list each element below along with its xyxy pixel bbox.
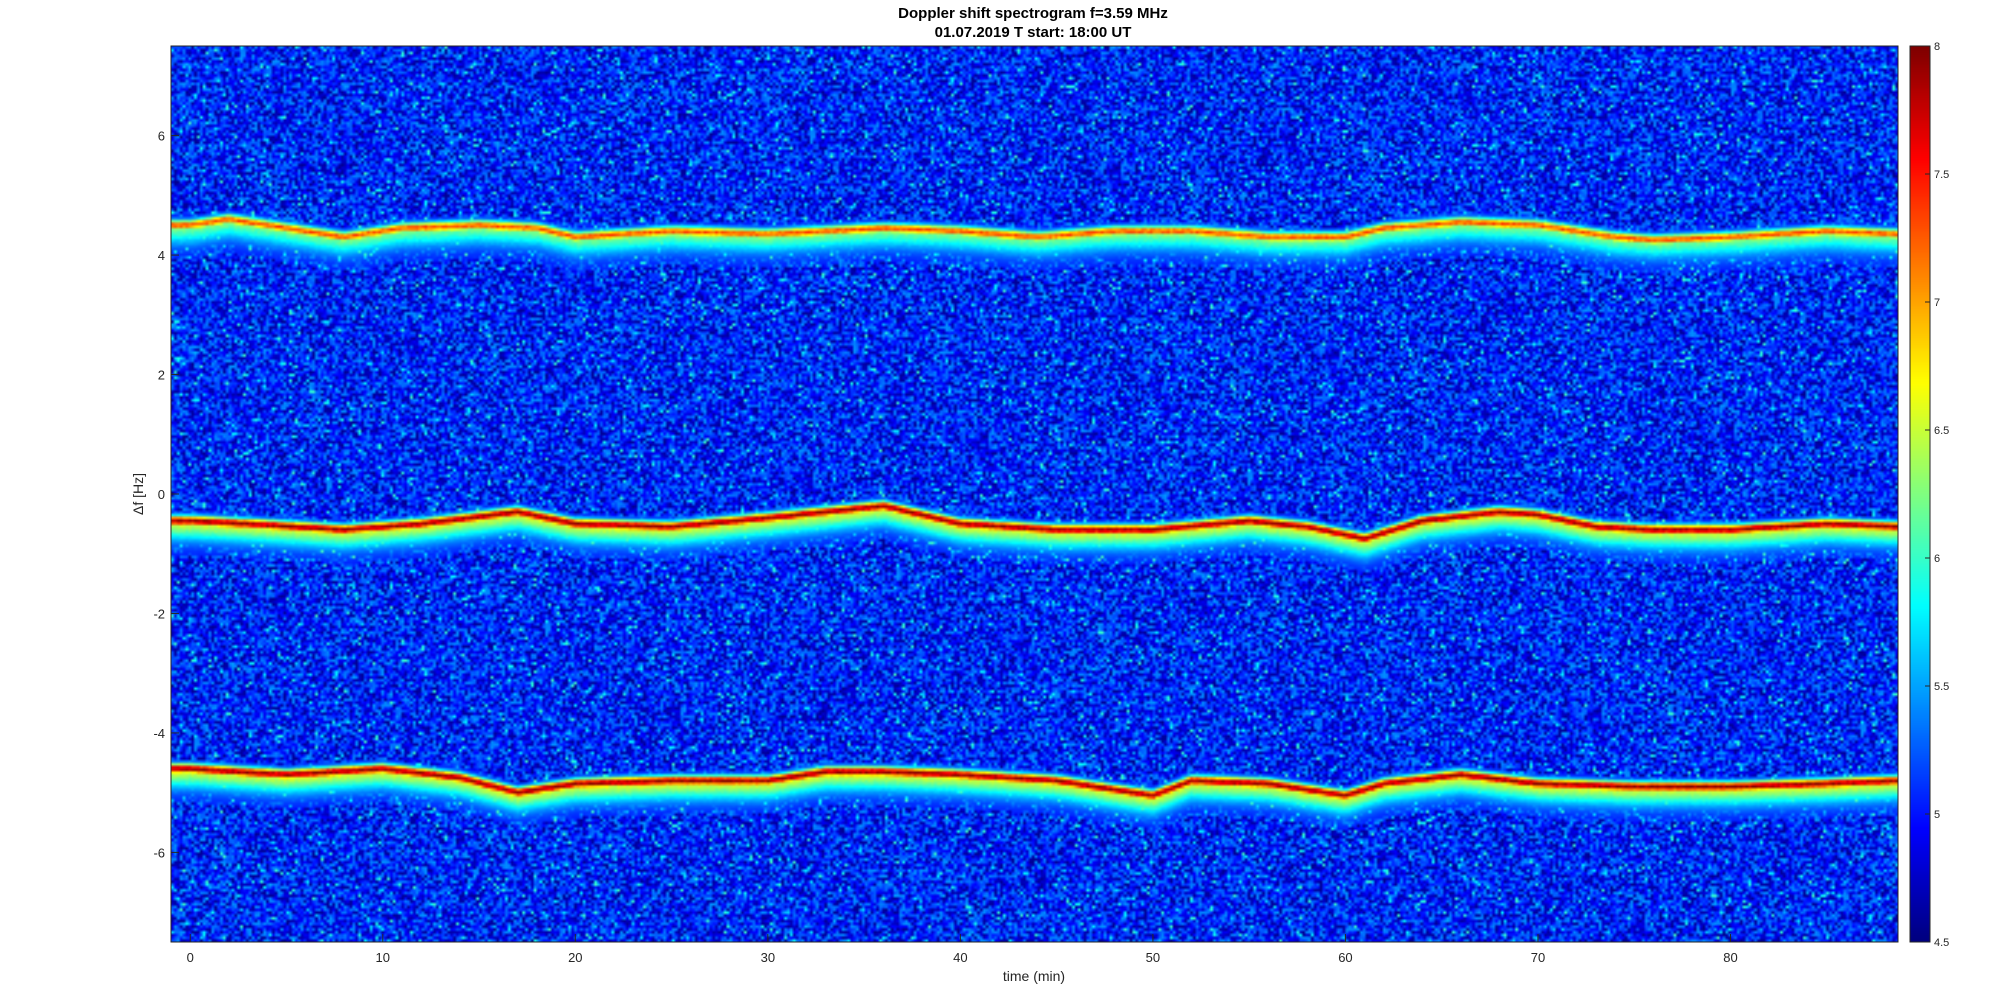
y-tick-label: 4	[158, 248, 165, 263]
x-tick-label: 40	[953, 950, 967, 965]
x-tick-label: 70	[1531, 950, 1545, 965]
colorbar-tick-label: 6	[1934, 553, 1940, 565]
x-tick-label: 60	[1338, 950, 1352, 965]
colorbar-ticks: 4.5 5 5.5 6 6.5 7 7.5 8	[1925, 41, 1949, 949]
colorbar-tick-label: 7.5	[1934, 169, 1949, 181]
x-tick-label: 80	[1723, 950, 1737, 965]
y-tick-label: -6	[153, 845, 165, 860]
x-tick-label: 50	[1146, 950, 1160, 965]
colorbar: 4.5 5 5.5 6 6.5 7 7.5 8	[1909, 41, 1949, 949]
plot-area	[170, 45, 1899, 943]
colorbar-tick-label: 8	[1934, 41, 1940, 53]
x-tick-label: 20	[568, 950, 582, 965]
colorbar-frame	[1909, 45, 1931, 943]
chart-subtitle: 01.07.2019 T start: 18:00 UT	[935, 24, 1132, 41]
colorbar-tick-label: 5	[1934, 809, 1940, 821]
colorbar-tick-label: 5.5	[1934, 681, 1949, 693]
y-tick-label: -4	[153, 726, 165, 741]
y-tick-label: 0	[158, 487, 165, 502]
colorbar-tick-label: 4.5	[1934, 937, 1949, 949]
colorbar-tick-label: 7	[1934, 297, 1940, 309]
colorbar-gradient	[1910, 46, 1930, 942]
y-tick-label: 2	[158, 368, 165, 383]
x-axis-ticks: 0 10 20 30 40 50 60 70 80	[187, 934, 1738, 965]
spectrogram-image	[171, 46, 1898, 942]
x-tick-label: 10	[376, 950, 390, 965]
y-tick-label: -2	[153, 606, 165, 621]
chart-title: Doppler shift spectrogram f=3.59 MHz	[898, 5, 1168, 22]
y-tick-label: 6	[158, 129, 165, 144]
x-tick-label: 0	[187, 950, 194, 965]
x-axis-label: time (min)	[1003, 968, 1065, 984]
colorbar-tick-label: 6.5	[1934, 425, 1949, 437]
x-tick-label: 30	[761, 950, 775, 965]
y-axis-ticks: -6 -4 -2 0 2 4 6	[153, 129, 179, 860]
y-axis-label: Δf [Hz]	[130, 473, 146, 515]
